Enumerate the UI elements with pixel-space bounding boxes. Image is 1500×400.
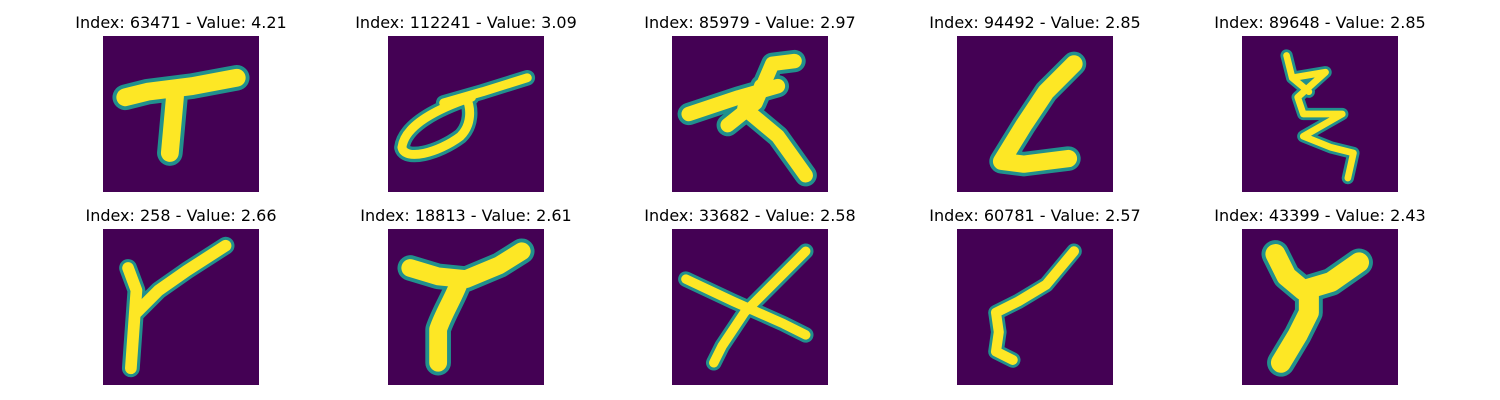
panel-5: Index: 89648 - Value: 2.85 xyxy=(1177,13,1463,203)
digit-image xyxy=(103,36,259,192)
panel-8: Index: 33682 - Value: 2.58 xyxy=(607,206,893,396)
panel-title: Index: 33682 - Value: 2.58 xyxy=(644,206,856,225)
panel-7: Index: 18813 - Value: 2.61 xyxy=(323,206,609,396)
panel-10: Index: 43399 - Value: 2.43 xyxy=(1177,206,1463,396)
panel-9: Index: 60781 - Value: 2.57 xyxy=(892,206,1178,396)
digit-image xyxy=(957,229,1113,385)
digit-image xyxy=(957,36,1113,192)
panel-title: Index: 89648 - Value: 2.85 xyxy=(1214,13,1426,32)
panel-2: Index: 112241 - Value: 3.09 xyxy=(323,13,609,203)
panel-6: Index: 258 - Value: 2.66 xyxy=(38,206,324,396)
digit-image xyxy=(672,229,828,385)
panel-title: Index: 63471 - Value: 4.21 xyxy=(75,13,287,32)
digit-image xyxy=(672,36,828,192)
panel-title: Index: 85979 - Value: 2.97 xyxy=(644,13,856,32)
digit-image xyxy=(103,229,259,385)
digit-image xyxy=(388,36,544,192)
digit-image xyxy=(388,229,544,385)
panel-1: Index: 63471 - Value: 4.21 xyxy=(38,13,324,203)
panel-title: Index: 112241 - Value: 3.09 xyxy=(355,13,577,32)
digit-image xyxy=(1242,36,1398,192)
panel-title: Index: 60781 - Value: 2.57 xyxy=(929,206,1141,225)
panel-3: Index: 85979 - Value: 2.97 xyxy=(607,13,893,203)
panel-title: Index: 18813 - Value: 2.61 xyxy=(360,206,572,225)
panel-title: Index: 43399 - Value: 2.43 xyxy=(1214,206,1426,225)
panel-4: Index: 94492 - Value: 2.85 xyxy=(892,13,1178,203)
panel-title: Index: 94492 - Value: 2.85 xyxy=(929,13,1141,32)
digit-image xyxy=(1242,229,1398,385)
panel-title: Index: 258 - Value: 2.66 xyxy=(85,206,277,225)
